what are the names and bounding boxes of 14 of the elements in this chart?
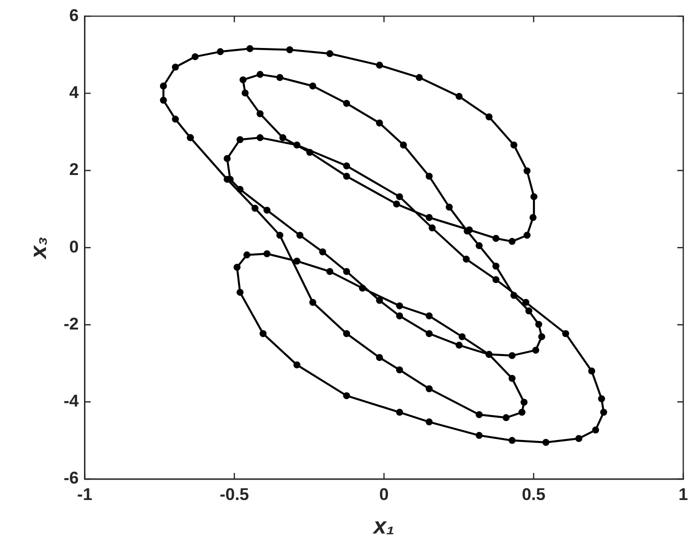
y-tick-label: 2 — [69, 160, 79, 180]
y-tick-label: -6 — [64, 468, 79, 488]
y-tick-label: 4 — [69, 83, 80, 102]
y-tick-label: 0 — [69, 237, 79, 256]
x-tick-label: 0 — [379, 484, 389, 504]
x-tick-label: -1 — [77, 484, 92, 504]
y-tick-label: -4 — [64, 392, 80, 411]
y-tick-label: 6 — [69, 6, 79, 25]
y-tick-label: -2 — [64, 314, 79, 334]
y-axis-title: x₃ — [25, 236, 52, 260]
x-tick-label: 0.5 — [522, 484, 546, 504]
x-tick-label: 1 — [678, 484, 688, 504]
x-tick-label: -0.5 — [220, 484, 250, 504]
x-axis-title: x₁ — [372, 512, 394, 539]
